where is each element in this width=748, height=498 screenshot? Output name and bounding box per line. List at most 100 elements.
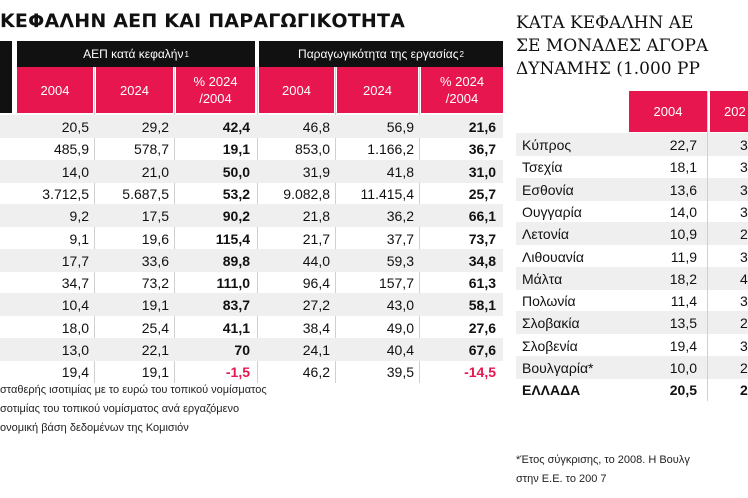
table-row: 20,5 29,2 42,4 46,8 56,9 21,6	[0, 115, 503, 138]
value-2004: 10,0	[669, 360, 697, 376]
right-table-title: ΚΑΤΑ ΚΕΦΑΛΗΝ ΑΕ ΣΕ ΜΟΝΑΔΕΣ ΑΓΟΡΑ ΔΥΝΑΜΗΣ…	[516, 12, 748, 81]
country-row: Μάλτα 18,2 4	[516, 266, 748, 290]
table-cell: -1,5	[225, 364, 250, 381]
value-2024: 2	[740, 382, 748, 399]
table-row: 9,2 17,5 90,2 21,8 36,2 66,1	[0, 204, 503, 228]
table-row: 485,9 578,7 19,1 853,0 1.166,2 36,7	[0, 137, 503, 160]
table-cell: 38,4	[302, 319, 330, 336]
table-row: 17,7 33,6 89,8 44,0 59,3 34,8	[0, 248, 503, 272]
left-col-header-line-1: 2024	[120, 82, 149, 98]
table-cell: 34,7	[61, 275, 89, 292]
table-cell: 31,9	[302, 163, 330, 180]
table-cell: 27,2	[302, 297, 330, 314]
table-row: 14,0 21,0 50,0 31,9 41,8 31,0	[0, 159, 503, 183]
table-cell: 157,7	[378, 275, 414, 292]
table-cell: 67,6	[468, 342, 496, 358]
table-cell: 34,8	[468, 252, 496, 269]
table-cell: 578,7	[133, 141, 169, 158]
value-2004: 18,2	[669, 270, 697, 287]
country-name: Λετονία	[522, 226, 569, 243]
table-cell: 61,3	[468, 275, 496, 292]
table-cell: 83,7	[222, 297, 250, 314]
table-cell: 21,0	[141, 163, 169, 180]
left-col-header-label: 2004	[41, 82, 70, 99]
gdp-group-label: ΑΕΠ κατά κεφαλήν	[83, 47, 184, 61]
right-col-header-2004: 2004	[629, 91, 707, 132]
left-footnotes: σταθερής ισοτιμίας με το ευρώ του τοπικο…	[0, 381, 500, 438]
value-2024: 2	[740, 315, 748, 332]
table-cell: 31,0	[468, 163, 496, 180]
table-cell: 73,7	[468, 230, 496, 247]
table-cell: 43,0	[386, 297, 414, 314]
value-2004: 14,0	[669, 203, 697, 220]
table-cell: 41,1	[222, 319, 250, 336]
right-footnotes: *Έτος σύγκρισης, το 2008. Η Βουλγ στην Ε…	[516, 451, 748, 489]
value-2024: 3	[740, 337, 748, 354]
productivity-group-header: Παραγωγικότητα της εργασίας 2	[259, 41, 503, 67]
right-col-header-2024: 202	[710, 91, 748, 132]
left-footnote-2: σοτιμίας του τοπικού νομίσματος ανά εργα…	[0, 403, 240, 415]
table-cell: 21,7	[302, 230, 330, 247]
left-col-header-label: % 2024/2004	[193, 73, 237, 107]
table-cell: 1.166,2	[367, 141, 414, 158]
table-cell: 5.687,5	[122, 185, 169, 202]
value-2004: 13,6	[669, 181, 697, 198]
value-2024: 3	[740, 181, 748, 198]
left-footnote-3: ονομική βάση δεδομένων της Κομισιόν	[0, 422, 189, 434]
table-cell: 17,7	[61, 252, 89, 269]
value-2004: 22,7	[669, 137, 697, 153]
table-cell: 14,0	[61, 163, 89, 180]
table-cell: 13,0	[61, 342, 89, 358]
table-cell: 20,5	[61, 119, 89, 135]
value-2024: 3	[740, 203, 748, 220]
table-cell: 37,7	[386, 230, 414, 247]
country-row: ΕΛΛΑΔΑ 20,5 2	[516, 378, 748, 401]
left-col-header-line-1: 2004	[40, 82, 70, 98]
table-cell: 115,4	[215, 230, 250, 247]
country-name: Τσεχία	[522, 159, 563, 176]
left-col-header-6: % 2024/2004	[421, 67, 503, 113]
table-cell: 53,2	[222, 185, 250, 202]
left-col-header-2: 2024	[96, 67, 173, 113]
table-cell: 21,8	[302, 208, 330, 225]
column-divider	[707, 91, 708, 401]
table-cell: 19,1	[222, 141, 250, 158]
right-title-line-1: ΚΑΤΑ ΚΕΦΑΛΗΝ ΑΕ	[516, 13, 694, 33]
country-row: Κύπρος 22,7 3	[516, 133, 748, 156]
table-cell: 22,1	[141, 342, 169, 358]
left-col-header-line-1: 2004	[282, 82, 311, 98]
table-cell: 96,4	[302, 275, 330, 292]
country-row: Ουγγαρία 14,0 3	[516, 200, 748, 223]
table-cell: 66,1	[468, 208, 496, 225]
table-row: 18,0 25,4 41,1 38,4 49,0 27,6	[0, 316, 503, 339]
table-cell: 29,2	[141, 119, 169, 135]
table-cell: 11.415,4	[360, 185, 414, 202]
left-col-header-label: % 2024/2004	[440, 73, 484, 107]
country-row: Σλοβακία 13,5 2	[516, 311, 748, 335]
table-cell: 59,3	[386, 252, 414, 269]
table-cell: 111,0	[216, 275, 251, 292]
productivity-group-note-ref: 2	[459, 49, 464, 59]
table-cell: 853,0	[294, 141, 330, 158]
table-cell: 24,1	[302, 342, 330, 358]
table-cell: 9,1	[69, 230, 89, 247]
table-cell: 18,0	[61, 319, 89, 336]
table-cell: 56,9	[386, 119, 414, 135]
value-2024: 3	[740, 137, 748, 153]
country-row: Λιθουανία 11,9 3	[516, 245, 748, 268]
left-dark-side-block	[0, 41, 12, 113]
table-cell: 10,4	[61, 297, 89, 314]
table-cell: 485,9	[53, 141, 89, 158]
country-name: Εσθονία	[522, 181, 574, 198]
gdp-per-capita-group-header: ΑΕΠ κατά κεφαλήν 1	[17, 41, 255, 67]
table-cell: 40,4	[386, 342, 414, 358]
left-col-header-1: 2004	[17, 67, 93, 113]
table-row: 10,4 19,1 83,7 27,2 43,0 58,1	[0, 293, 503, 317]
table-row: 9,1 19,6 115,4 21,7 37,7 73,7	[0, 227, 503, 250]
table-cell: 36,2	[386, 208, 414, 225]
table-cell: 58,1	[468, 297, 496, 314]
table-cell: 50,0	[222, 163, 250, 180]
table-cell: 17,5	[141, 208, 169, 225]
country-name: ΕΛΛΑΔΑ	[522, 382, 581, 399]
right-title-line-2: ΣΕ ΜΟΝΑΔΕΣ ΑΓΟΡΑ	[516, 36, 709, 56]
